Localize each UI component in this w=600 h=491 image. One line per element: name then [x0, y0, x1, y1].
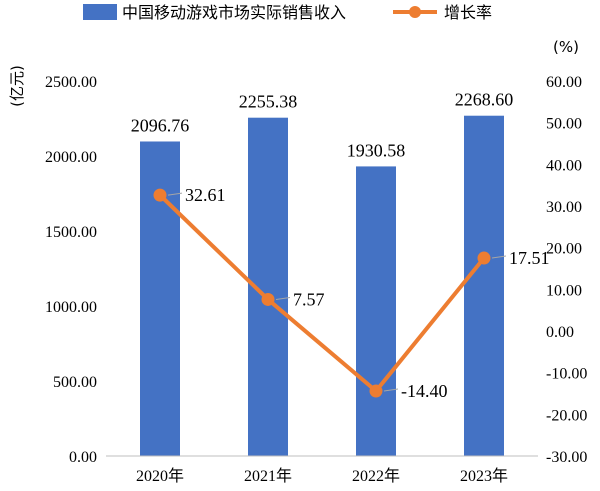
x-axis-ticks: 2020年 2021年 2022年 2023年	[136, 467, 508, 485]
bar-value-label: 2255.38	[239, 92, 298, 112]
legend-label-bar: 中国移动游戏市场实际销售收入	[122, 3, 346, 22]
right-tick-label: 60.00	[546, 74, 582, 91]
leader-line	[491, 255, 507, 259]
line-marker	[153, 188, 167, 202]
line-series: 32.61 7.57 -14.40 17.51	[153, 185, 550, 401]
right-tick-label: 0.00	[546, 324, 574, 341]
right-tick-label: -30.00	[546, 449, 587, 466]
bar	[356, 166, 396, 456]
left-tick-label: 1500.00	[45, 224, 97, 241]
leader-line	[167, 192, 183, 196]
legend: 中国移动游戏市场实际销售收入 增长率	[83, 3, 492, 22]
line-value-label: -14.40	[401, 381, 448, 401]
left-axis-unit: (亿元)	[8, 65, 26, 107]
right-tick-label: 40.00	[546, 157, 582, 174]
right-tick-label: 10.00	[546, 282, 582, 299]
x-tick-label: 2021年	[244, 467, 292, 485]
right-axis-unit: (%)	[553, 38, 579, 56]
x-tick-label: 2022年	[352, 467, 400, 485]
line-marker	[477, 251, 491, 265]
bar-value-label: 1930.58	[347, 140, 406, 160]
line-value-label: 17.51	[509, 248, 550, 268]
legend-swatch-bar	[83, 4, 117, 20]
right-tick-label: 30.00	[546, 199, 582, 216]
left-tick-label: 0.00	[69, 449, 97, 466]
right-tick-label: 20.00	[546, 241, 582, 258]
growth-line	[158, 193, 486, 393]
left-axis-ticks: 0.00 500.00 1000.00 1500.00 2000.00 2500.00	[45, 74, 97, 466]
leader-line	[383, 388, 399, 392]
right-tick-label: 50.00	[546, 116, 582, 133]
right-axis-ticks: -30.00 -20.00 -10.00 0.00 10.00 20.00 30.00 40.…	[546, 74, 587, 466]
left-tick-label: 2500.00	[45, 74, 97, 91]
right-tick-label: -20.00	[546, 407, 587, 424]
x-tick-label: 2023年	[460, 467, 508, 485]
right-tick-label: -10.00	[546, 366, 587, 383]
bar-value-label: 2268.60	[455, 90, 514, 110]
leader-line	[275, 296, 291, 300]
bar-value-label: 2096.76	[131, 115, 190, 135]
left-tick-label: 2000.00	[45, 149, 97, 166]
bar	[464, 115, 504, 457]
line-marker	[369, 384, 383, 398]
x-tick-label: 2020年	[136, 467, 184, 485]
line-value-label: 7.57	[293, 289, 325, 309]
line-marker	[261, 292, 275, 306]
legend-swatch-marker	[409, 6, 421, 18]
bar-series: 2096.76 2255.38 1930.58 2268.60	[131, 90, 514, 457]
line-value-label: 32.61	[185, 185, 226, 205]
legend-label-line: 增长率	[444, 3, 492, 22]
left-tick-label: 1000.00	[45, 299, 97, 316]
left-tick-label: 500.00	[53, 374, 97, 391]
